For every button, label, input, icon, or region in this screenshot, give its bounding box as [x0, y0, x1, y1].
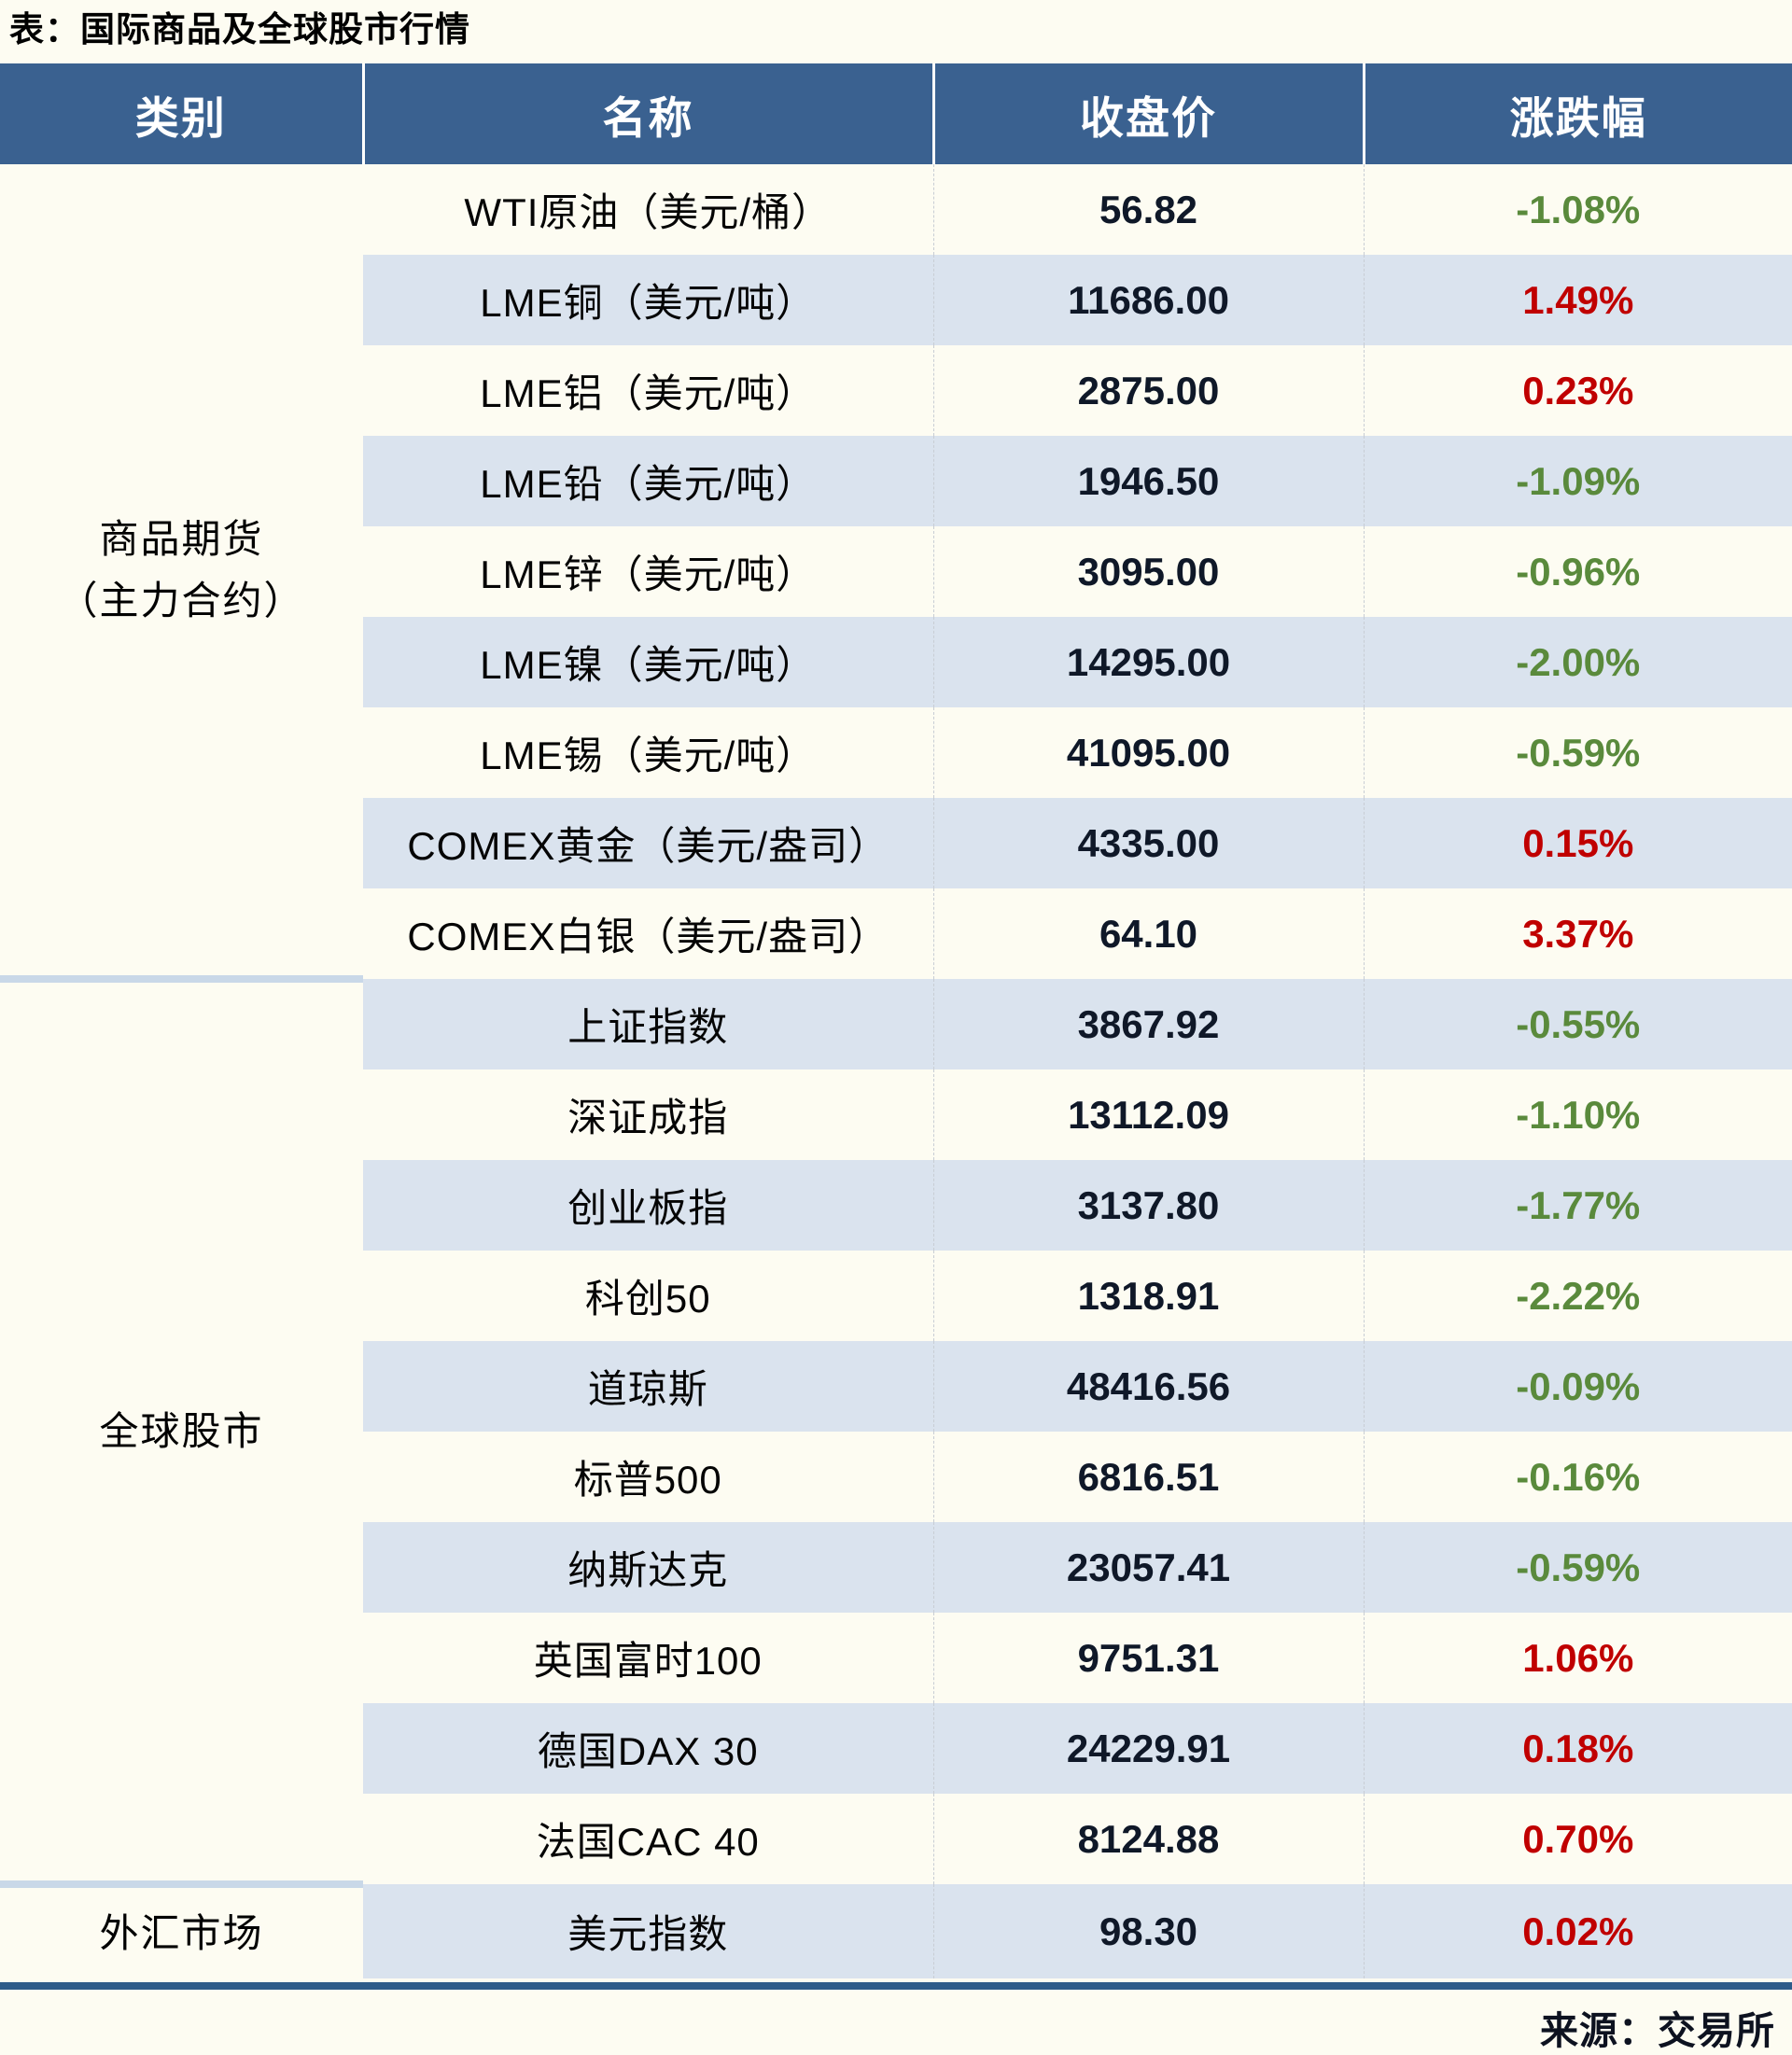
table-row: LME锌（美元/吨） 3095.00 -0.96%	[0, 526, 1792, 617]
change-cell: -1.08%	[1363, 164, 1792, 255]
close-cell: 41095.00	[932, 707, 1364, 798]
category-cell: 外汇市场	[0, 1880, 363, 1978]
table-row: 科创50 1318.91 -2.22%	[0, 1251, 1792, 1341]
page: { "title": "表：国际商品及全球股市行情", "source": "来…	[0, 7, 1792, 2052]
change-cell: -0.59%	[1363, 1522, 1792, 1613]
bottom-rule	[0, 1982, 1792, 1990]
close-cell: 24229.91	[932, 1703, 1364, 1794]
change-cell: 0.15%	[1363, 798, 1792, 888]
name-cell: 道琼斯	[363, 1341, 933, 1432]
table-row: 商品期货 （主力合约） WTI原油（美元/桶） 56.82 -1.08%	[0, 164, 1792, 979]
close-cell: 13112.09	[932, 1069, 1364, 1160]
header-cell-category: 类别	[0, 63, 363, 164]
name-cell: COMEX白银（美元/盎司）	[407, 915, 889, 958]
category-cell: 全球股市	[0, 975, 363, 1884]
source-label: 来源：交易所	[1540, 2009, 1775, 2052]
close-cell: 11686.00	[932, 255, 1364, 345]
table-row: LME铝（美元/吨） 2875.00 0.23%	[0, 345, 1792, 436]
quote-table: 类别 名称 收盘价 涨跌幅 商品期货 （主力合约） WTI原油（美元/桶） 56.…	[0, 63, 1792, 1978]
change-cell: 0.23%	[1363, 345, 1792, 436]
table-row: 标普500 6816.51 -0.16%	[0, 1432, 1792, 1522]
table-row: 德国DAX 30 24229.91 0.18%	[0, 1703, 1792, 1794]
close-cell: 1318.91	[932, 1251, 1364, 1341]
name-cell: WTI原油（美元/桶）	[464, 190, 833, 234]
close-cell: 3867.92	[932, 979, 1364, 1069]
change-cell: -0.09%	[1363, 1341, 1792, 1432]
close-cell: 14295.00	[932, 617, 1364, 707]
close-cell: 3095.00	[932, 526, 1364, 617]
table-row: 全球股市 上证指数 3867.92 -0.55%	[0, 975, 1792, 1884]
close-cell: 56.82	[932, 164, 1364, 255]
name-cell: LME铝（美元/吨）	[480, 371, 817, 415]
change-cell: -0.16%	[1363, 1432, 1792, 1522]
change-cell: -0.59%	[1363, 707, 1792, 798]
name-cell: 美元指数	[363, 1884, 933, 1978]
table-body: 商品期货 （主力合约） WTI原油（美元/桶） 56.82 -1.08% LME铜…	[0, 164, 1792, 1978]
change-cell: 1.49%	[1363, 255, 1792, 345]
name-cell: 纳斯达克	[363, 1522, 933, 1613]
close-cell: 2875.00	[932, 345, 1364, 436]
name-cell: LME镍（美元/吨）	[363, 617, 933, 707]
close-cell: 64.10	[932, 888, 1364, 979]
table-row: COMEX黄金（美元/盎司） 4335.00 0.15%	[0, 798, 1792, 888]
change-cell: -2.00%	[1363, 617, 1792, 707]
table-row: 纳斯达克 23057.41 -0.59%	[0, 1522, 1792, 1613]
table-row: LME铜（美元/吨） 11686.00 1.49%	[0, 255, 1792, 345]
name-cell: 标普500	[573, 1458, 722, 1502]
change-cell: -1.10%	[1363, 1069, 1792, 1160]
name-cell: 科创50	[584, 1277, 711, 1321]
change-cell: 3.37%	[1363, 888, 1792, 979]
name-cell: 德国DAX 30	[363, 1703, 933, 1794]
change-cell: -1.77%	[1363, 1160, 1792, 1251]
close-cell: 8124.88	[932, 1794, 1364, 1884]
table-row: 道琼斯 48416.56 -0.09%	[0, 1341, 1792, 1432]
table-row: COMEX白银（美元/盎司） 64.10 3.37%	[0, 888, 1792, 979]
close-cell: 1946.50	[932, 436, 1364, 526]
close-cell: 98.30	[932, 1884, 1364, 1978]
name-cell: LME铜（美元/吨）	[363, 255, 933, 345]
header-cell-name: 名称	[361, 63, 933, 164]
change-cell: -0.55%	[1363, 979, 1792, 1069]
table-row: LME镍（美元/吨） 14295.00 -2.00%	[0, 617, 1792, 707]
table-row: 英国富时100 9751.31 1.06%	[0, 1613, 1792, 1703]
name-cell: LME锡（美元/吨）	[480, 734, 817, 777]
change-cell: 0.02%	[1363, 1884, 1792, 1978]
close-cell: 48416.56	[932, 1341, 1364, 1432]
close-cell: 3137.80	[932, 1160, 1364, 1251]
header-cell-change: 涨跌幅	[1362, 63, 1792, 164]
table-row: LME铅（美元/吨） 1946.50 -1.09%	[0, 436, 1792, 526]
close-cell: 4335.00	[932, 798, 1364, 888]
name-cell: 创业板指	[363, 1160, 933, 1251]
change-cell: -0.96%	[1363, 526, 1792, 617]
close-cell: 23057.41	[932, 1522, 1364, 1613]
table-header: 类别 名称 收盘价 涨跌幅	[0, 63, 1792, 164]
name-cell: 英国富时100	[533, 1639, 763, 1683]
page-title: 表：国际商品及全球股市行情	[9, 10, 470, 49]
change-cell: -1.09%	[1363, 436, 1792, 526]
name-cell: 上证指数	[363, 979, 933, 1069]
close-cell: 6816.51	[932, 1432, 1364, 1522]
name-cell: LME锌（美元/吨）	[480, 552, 817, 596]
name-cell: COMEX黄金（美元/盎司）	[363, 798, 933, 888]
name-cell: LME铅（美元/吨）	[363, 436, 933, 526]
change-cell: -2.22%	[1363, 1251, 1792, 1341]
change-cell: 0.18%	[1363, 1703, 1792, 1794]
table-row: 外汇市场 美元指数 98.30 0.02%	[0, 1880, 1792, 1978]
table-row: LME锡（美元/吨） 41095.00 -0.59%	[0, 707, 1792, 798]
close-cell: 9751.31	[932, 1613, 1364, 1703]
header-cell-close: 收盘价	[931, 63, 1364, 164]
table-row: 法国CAC 40 8124.88 0.70%	[0, 1794, 1792, 1884]
change-cell: 0.70%	[1363, 1794, 1792, 1884]
table-row: 深证成指 13112.09 -1.10%	[0, 1069, 1792, 1160]
table-row: 创业板指 3137.80 -1.77%	[0, 1160, 1792, 1251]
category-cell: 商品期货 （主力合约）	[0, 164, 363, 979]
change-cell: 1.06%	[1363, 1613, 1792, 1703]
header-row: 类别 名称 收盘价 涨跌幅	[0, 63, 1792, 164]
name-cell: 深证成指	[567, 1096, 729, 1139]
name-cell: 法国CAC 40	[536, 1820, 760, 1864]
